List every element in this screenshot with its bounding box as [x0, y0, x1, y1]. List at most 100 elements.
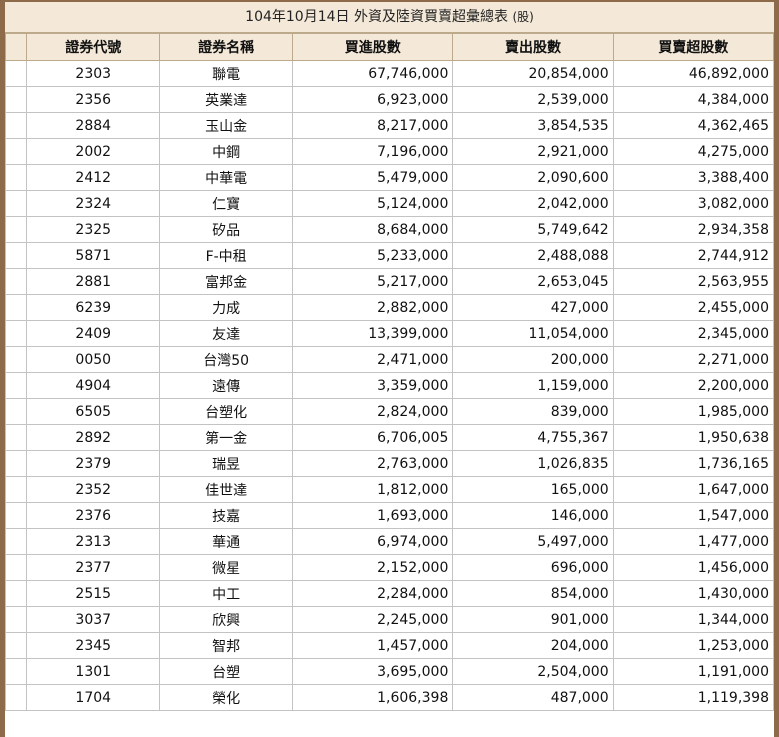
table-row: 2325 矽品 8,684,000 5,749,642 2,934,358: [4, 216, 775, 243]
cell-code: 2352: [26, 476, 161, 503]
row-spacer: [4, 632, 28, 659]
cell-sell: 2,504,000: [452, 658, 614, 685]
cell-code: 2412: [26, 164, 161, 191]
cell-name: 榮化: [159, 684, 294, 711]
cell-code: 2324: [26, 190, 161, 217]
row-spacer: [4, 86, 28, 113]
table-row: 2345 智邦 1,457,000 204,000 1,253,000: [4, 632, 775, 659]
cell-net: 1,344,000: [612, 606, 775, 633]
cell-buy: 13,399,000: [292, 320, 454, 347]
cell-net: 2,934,358: [612, 216, 775, 243]
table-row: 2303 聯電 67,746,000 20,854,000 46,892,000: [4, 60, 775, 87]
cell-buy: 7,196,000: [292, 138, 454, 165]
cell-buy: 2,882,000: [292, 294, 454, 321]
cell-sell: 5,749,642: [452, 216, 614, 243]
cell-sell: 20,854,000: [452, 60, 614, 87]
cell-code: 1704: [26, 684, 161, 711]
header-net: 買賣超股數: [612, 33, 775, 61]
table-row: 2515 中工 2,284,000 854,000 1,430,000: [4, 580, 775, 607]
cell-net: 1,191,000: [612, 658, 775, 685]
row-spacer: [4, 190, 28, 217]
cell-net: 1,547,000: [612, 502, 775, 529]
table-row: 2352 佳世達 1,812,000 165,000 1,647,000: [4, 476, 775, 503]
row-spacer: [4, 268, 28, 295]
cell-sell: 427,000: [452, 294, 614, 321]
cell-code: 2356: [26, 86, 161, 113]
row-spacer: [4, 528, 28, 555]
table-row: 2377 微星 2,152,000 696,000 1,456,000: [4, 554, 775, 581]
cell-buy: 2,284,000: [292, 580, 454, 607]
cell-sell: 165,000: [452, 476, 614, 503]
cell-net: 46,892,000: [612, 60, 775, 87]
cell-net: 4,275,000: [612, 138, 775, 165]
cell-name: 中華電: [159, 164, 294, 191]
row-spacer: [4, 554, 28, 581]
cell-buy: 5,124,000: [292, 190, 454, 217]
cell-code: 4904: [26, 372, 161, 399]
table-header-row: 證券代號 證券名稱 買進股數 賣出股數 買賣超股數: [4, 33, 775, 61]
cell-name: 欣興: [159, 606, 294, 633]
cell-sell: 696,000: [452, 554, 614, 581]
cell-name: 華通: [159, 528, 294, 555]
cell-code: 0050: [26, 346, 161, 373]
header-spacer: [4, 33, 28, 61]
cell-name: 技嘉: [159, 502, 294, 529]
table-row: 2376 技嘉 1,693,000 146,000 1,547,000: [4, 502, 775, 529]
cell-code: 5871: [26, 242, 161, 269]
row-spacer: [4, 658, 28, 685]
table-row: 0050 台灣50 2,471,000 200,000 2,271,000: [4, 346, 775, 373]
row-spacer: [4, 60, 28, 87]
cell-buy: 8,684,000: [292, 216, 454, 243]
cell-buy: 1,812,000: [292, 476, 454, 503]
table-row: 2412 中華電 5,479,000 2,090,600 3,388,400: [4, 164, 775, 191]
cell-sell: 854,000: [452, 580, 614, 607]
table-row: 6239 力成 2,882,000 427,000 2,455,000: [4, 294, 775, 321]
cell-code: 2515: [26, 580, 161, 607]
cell-name: 台塑: [159, 658, 294, 685]
cell-sell: 204,000: [452, 632, 614, 659]
table-row: 2884 玉山金 8,217,000 3,854,535 4,362,465: [4, 112, 775, 139]
cell-sell: 2,090,600: [452, 164, 614, 191]
cell-name: 聯電: [159, 60, 294, 87]
cell-net: 2,271,000: [612, 346, 775, 373]
cell-net: 4,384,000: [612, 86, 775, 113]
cell-sell: 5,497,000: [452, 528, 614, 555]
row-spacer: [4, 216, 28, 243]
cell-name: 矽品: [159, 216, 294, 243]
cell-sell: 2,653,045: [452, 268, 614, 295]
cell-buy: 6,974,000: [292, 528, 454, 555]
cell-net: 2,455,000: [612, 294, 775, 321]
table-row: 2881 富邦金 5,217,000 2,653,045 2,563,955: [4, 268, 775, 295]
header-code: 證券代號: [26, 33, 161, 61]
cell-buy: 1,606,398: [292, 684, 454, 711]
cell-buy: 8,217,000: [292, 112, 454, 139]
table-row: 2356 英業達 6,923,000 2,539,000 4,384,000: [4, 86, 775, 113]
cell-code: 2325: [26, 216, 161, 243]
cell-name: 佳世達: [159, 476, 294, 503]
table-row: 2379 瑞昱 2,763,000 1,026,835 1,736,165: [4, 450, 775, 477]
table-row: 1301 台塑 3,695,000 2,504,000 1,191,000: [4, 658, 775, 685]
cell-code: 2379: [26, 450, 161, 477]
cell-name: 智邦: [159, 632, 294, 659]
row-spacer: [4, 606, 28, 633]
row-spacer: [4, 294, 28, 321]
cell-code: 2303: [26, 60, 161, 87]
cell-sell: 4,755,367: [452, 424, 614, 451]
table-row: 2892 第一金 6,706,005 4,755,367 1,950,638: [4, 424, 775, 451]
cell-buy: 2,152,000: [292, 554, 454, 581]
cell-net: 4,362,465: [612, 112, 775, 139]
cell-buy: 3,695,000: [292, 658, 454, 685]
cell-name: 瑞昱: [159, 450, 294, 477]
cell-net: 3,082,000: [612, 190, 775, 217]
report-title: 104年10月14日 外資及陸資買賣超彙總表: [245, 9, 508, 25]
cell-buy: 5,217,000: [292, 268, 454, 295]
cell-name: 英業達: [159, 86, 294, 113]
cell-sell: 200,000: [452, 346, 614, 373]
cell-code: 1301: [26, 658, 161, 685]
row-spacer: [4, 502, 28, 529]
cell-buy: 5,233,000: [292, 242, 454, 269]
cell-buy: 6,923,000: [292, 86, 454, 113]
table-row: 6505 台塑化 2,824,000 839,000 1,985,000: [4, 398, 775, 425]
cell-name: 中鋼: [159, 138, 294, 165]
